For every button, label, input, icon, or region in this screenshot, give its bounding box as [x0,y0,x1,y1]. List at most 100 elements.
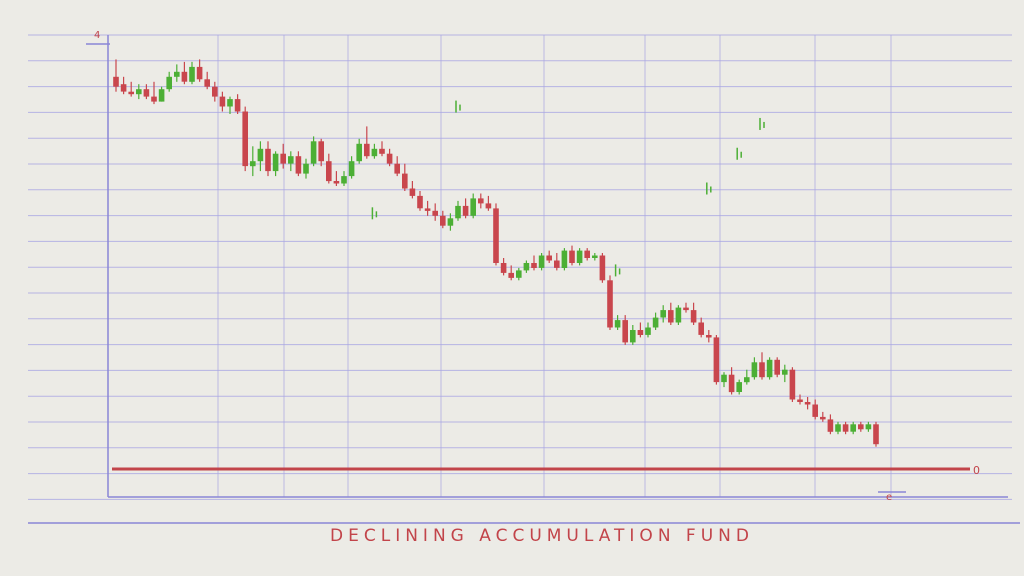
candle-body [842,424,849,432]
candle-body [280,153,286,164]
candle [341,171,347,186]
candle [614,315,621,330]
candle-body [424,208,431,211]
right-end-label: 0 [973,464,980,477]
candle-body [227,99,233,107]
candle-body [219,96,226,107]
candle [721,372,727,388]
candle-body [181,71,188,82]
candle-body [174,71,180,77]
candle-body [151,96,157,102]
candle [143,84,150,100]
chart-title: DECLINING ACCUMULATION FUND [330,526,754,546]
outlier-point [706,182,712,195]
candle-body [250,161,256,167]
candle [766,357,773,380]
candle [432,203,438,221]
candle-body [660,310,666,318]
candle [797,394,803,405]
candle [842,421,849,435]
candle-body [561,250,568,268]
candle [493,203,499,266]
candle [386,148,393,167]
candle [470,193,476,219]
candle [668,302,674,325]
candle-body [493,208,499,263]
candle [280,143,286,169]
candle [858,421,864,432]
candle [196,59,203,82]
candle [440,210,446,229]
candle-body [766,359,773,378]
candle-body [592,255,598,258]
candle [379,141,385,157]
candle [561,248,568,271]
candle [713,335,720,385]
candle [607,275,613,330]
candle [318,138,324,167]
candle-body [630,330,636,343]
candle-body [637,330,644,335]
candle [546,250,552,263]
candle [424,200,431,216]
candle-body [288,156,294,164]
candle-body [500,263,507,273]
candle-body [272,153,279,172]
candle [447,213,454,231]
candle [348,156,355,179]
candle [592,253,598,261]
candle [371,143,378,159]
candle-body [782,369,788,375]
candle-body [744,377,750,383]
candle-body [622,320,628,343]
candle [485,195,492,211]
candle-body [584,250,590,258]
candle [630,325,636,345]
candle [303,158,309,179]
candle-body [402,173,408,189]
candle [675,305,682,325]
candle [759,352,765,380]
candle [212,81,218,102]
candle-body [797,399,803,402]
candle-body [538,255,545,268]
candle [660,305,666,323]
candle-body [212,86,218,97]
candle-body [318,141,324,162]
candle [576,248,583,266]
candle [189,61,195,85]
candle-body [683,307,689,311]
candle [478,193,484,209]
candle [257,141,264,172]
candle-body [348,161,355,177]
candle-body [523,263,530,271]
candle [364,126,370,159]
candle-body [614,320,621,328]
candle-body [607,280,613,328]
candle-body [728,374,735,393]
outlier-point [759,117,765,130]
candle [462,198,469,219]
candle [827,414,834,435]
candle [789,367,796,402]
candle [706,330,712,343]
candle [850,421,856,435]
candle [151,81,157,105]
candle [804,397,811,410]
candle-body [326,161,332,182]
candle [310,136,317,167]
candle-body [143,89,150,97]
candle-body [379,148,385,154]
candle [820,411,826,422]
candle [417,191,423,211]
candle-body [599,255,606,281]
candle [234,94,241,114]
candle [181,61,188,85]
candlestick-series [113,59,879,447]
candle [402,163,408,191]
candle-body [804,402,811,405]
outlier-series [371,100,765,277]
candle [683,302,689,313]
candle-body [166,76,172,90]
